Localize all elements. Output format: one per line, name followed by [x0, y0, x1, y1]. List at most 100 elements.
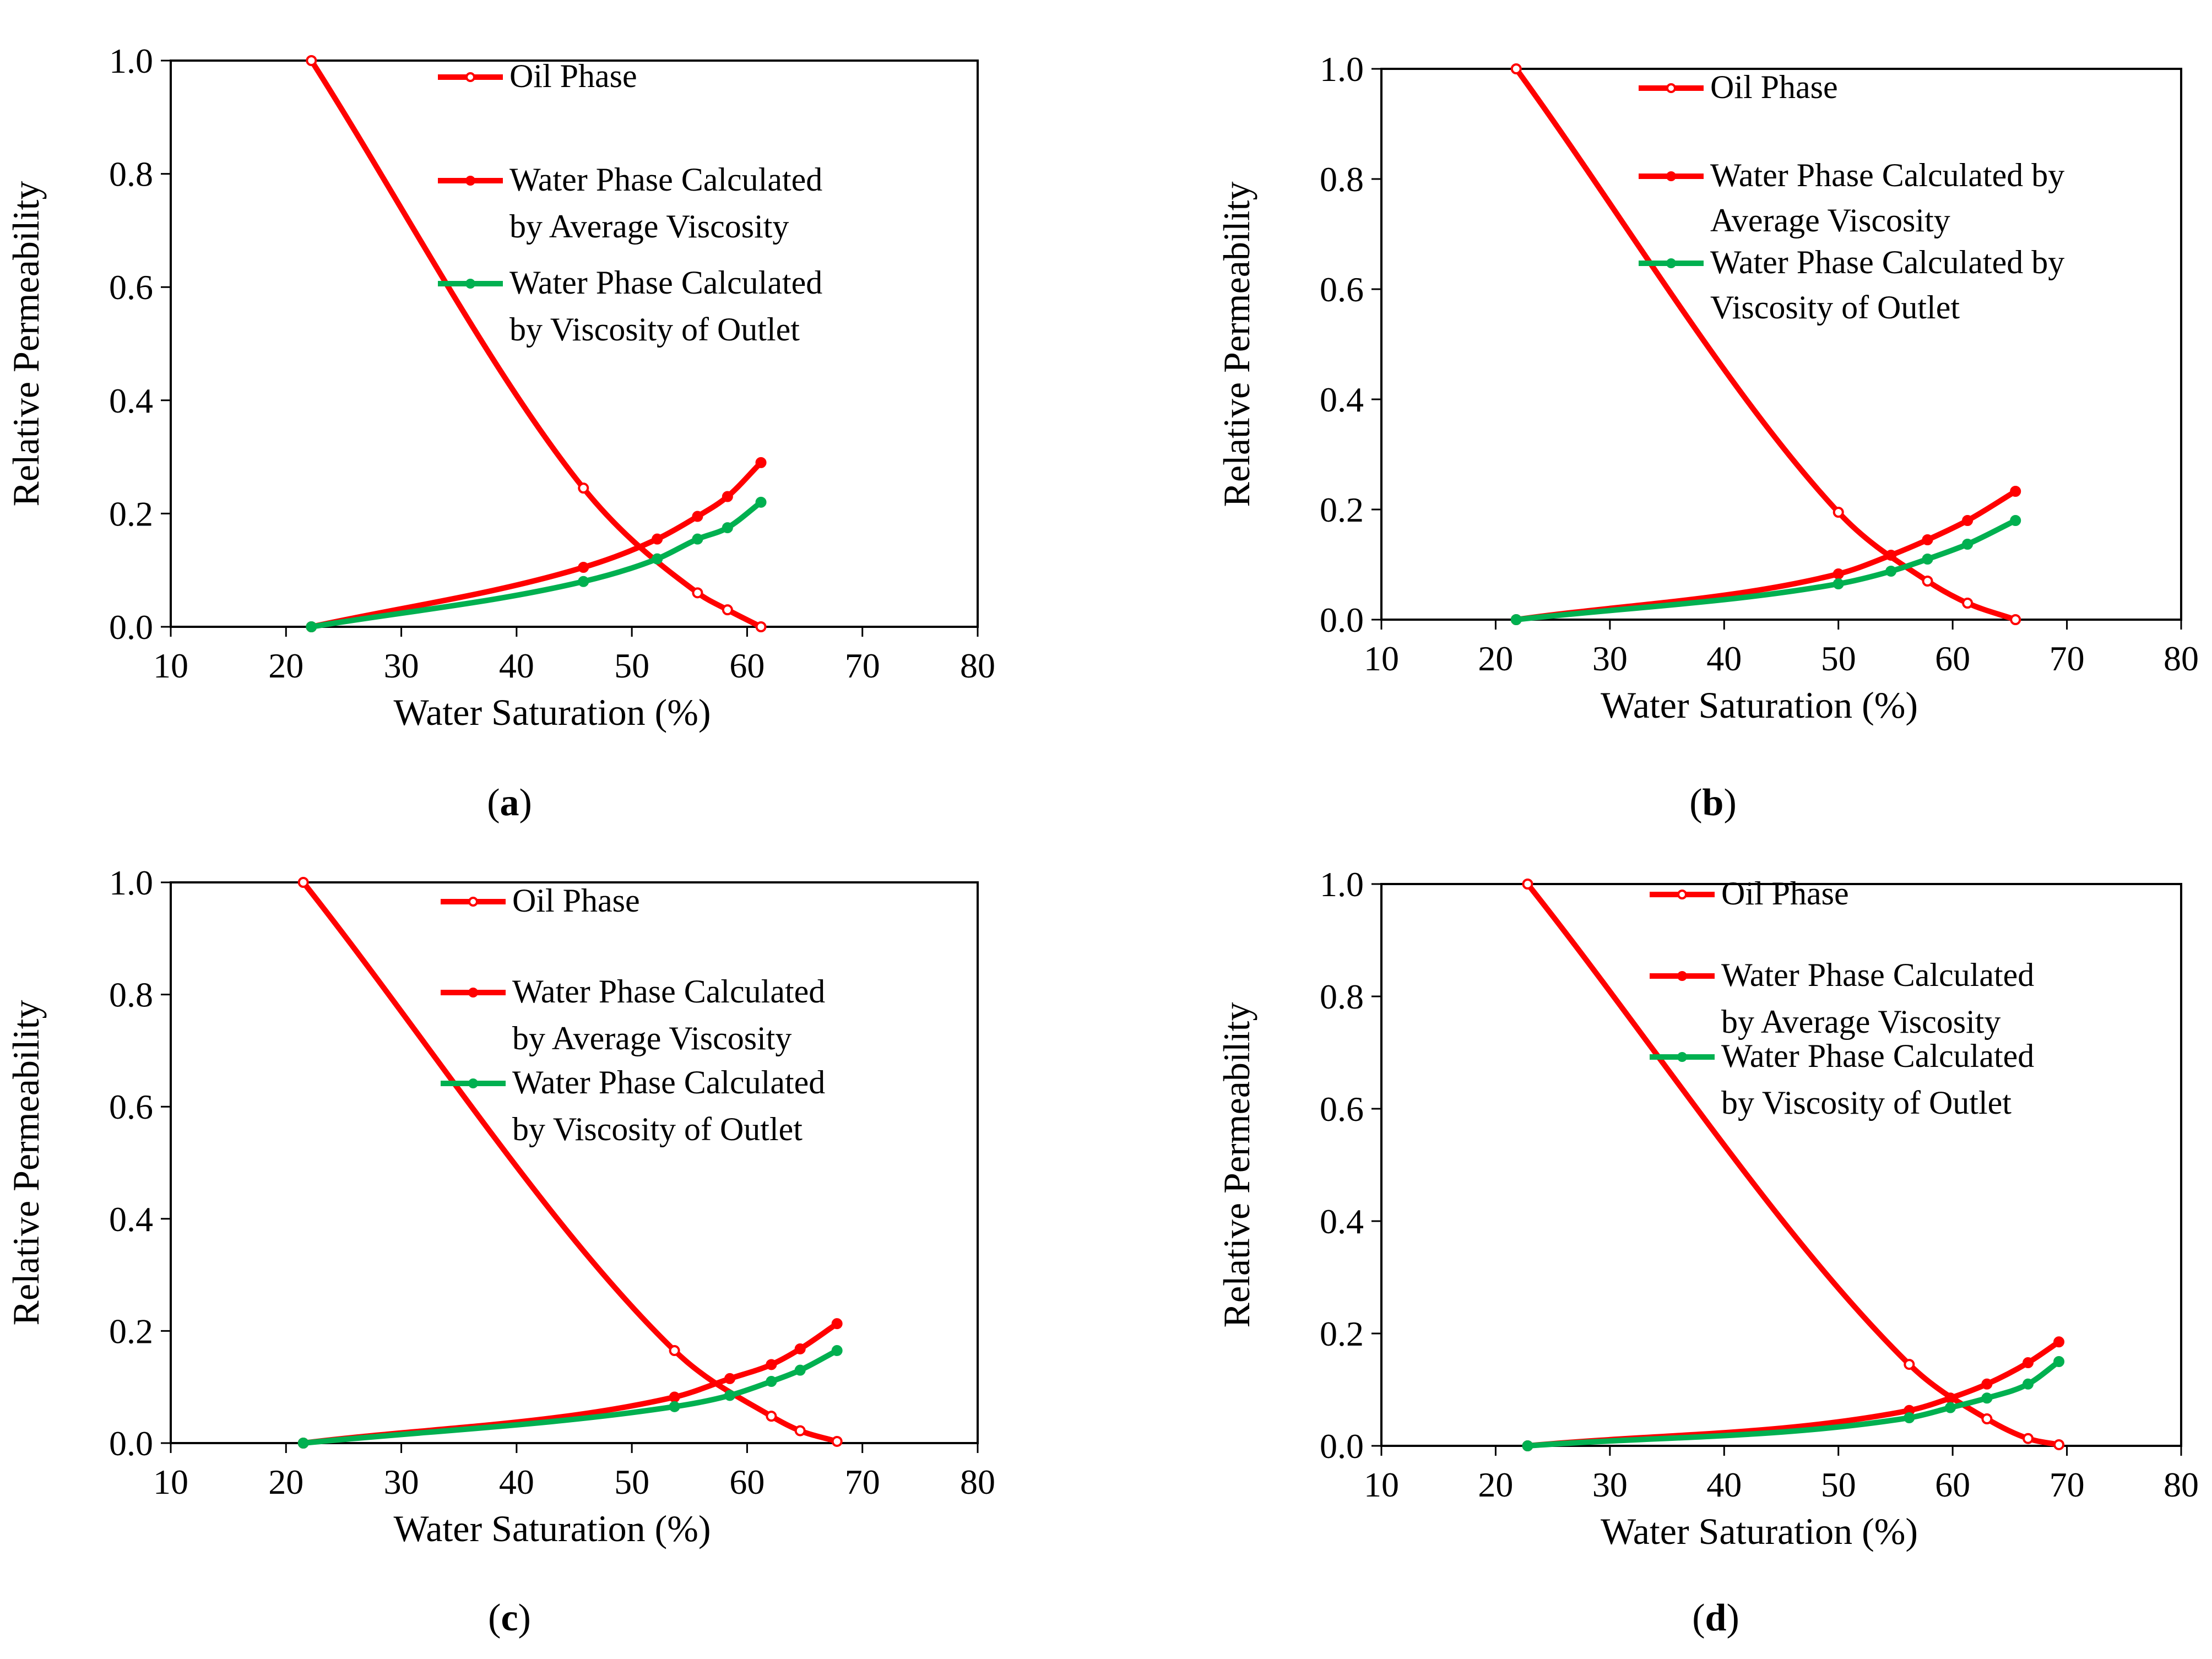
filled-data-point	[1922, 534, 1933, 545]
open-data-point	[2010, 614, 2021, 625]
legend-marker	[468, 988, 478, 997]
x-tick-label: 60	[1935, 639, 1970, 678]
filled-data-point	[722, 491, 733, 502]
legend-label-1: by Average Viscosity	[1721, 1004, 2000, 1040]
filled-data-point	[2010, 515, 2021, 526]
y-tick-label: 0.2	[1320, 1314, 1364, 1353]
series-line-1	[308, 459, 764, 630]
filled-data-point	[1981, 1378, 1993, 1390]
legend-label-0: Oil Phase	[1710, 69, 1838, 105]
x-tick-label: 70	[2050, 639, 2085, 678]
open-data-point	[1522, 879, 1533, 890]
x-axis-title: Water Saturation (%)	[1601, 1510, 1918, 1552]
y-tick-label: 1.0	[109, 863, 153, 902]
open-data-point	[794, 1425, 806, 1436]
x-tick-label: 20	[1478, 639, 1513, 678]
chart-panel-d: 10 20 30 40 50 60 70 80 0.0 0.2 0.4 0.6 0.8 1.0 Water …	[1216, 865, 2199, 1639]
y-tick-label: 1.0	[1320, 50, 1364, 89]
y-tick-label: 0.8	[109, 155, 153, 194]
y-tick-label: 0.8	[1320, 977, 1364, 1016]
y-tick-label: 0.6	[1320, 270, 1364, 309]
filled-data-point	[1904, 1412, 1915, 1423]
filled-data-point	[652, 553, 663, 565]
y-tick-label: 0.6	[109, 268, 153, 307]
filled-data-point	[1833, 578, 1844, 589]
legend-label-0: Oil Phase	[1721, 875, 1849, 912]
filled-data-point	[652, 533, 663, 545]
open-data-point	[1962, 598, 1974, 609]
x-tick-label: 60	[1935, 1465, 1970, 1504]
x-tick-label: 70	[845, 1462, 880, 1501]
legend-marker	[1666, 83, 1676, 93]
filled-data-point	[1522, 1440, 1533, 1451]
y-tick-label: 0.8	[109, 975, 153, 1015]
filled-data-point	[1885, 550, 1897, 561]
legend-marker	[465, 176, 475, 186]
open-data-point	[766, 1411, 777, 1422]
open-data-point	[2053, 1439, 2065, 1450]
legend-marker	[1677, 1052, 1687, 1062]
legend-marker	[1666, 258, 1676, 268]
y-tick-label: 0.0	[109, 1424, 153, 1463]
series-line-1	[300, 1321, 840, 1446]
x-tick-label: 20	[268, 1462, 303, 1501]
filled-data-point	[2023, 1357, 2034, 1369]
legend-label-0: Oil Phase	[512, 882, 640, 919]
y-tick-label: 0.6	[1320, 1089, 1364, 1129]
open-data-point	[692, 587, 703, 599]
x-tick-label: 30	[384, 646, 419, 685]
legend-marker	[465, 279, 475, 289]
filled-data-point	[2010, 486, 2021, 497]
x-tick-label: 30	[1592, 639, 1628, 678]
legend-marker	[468, 1078, 478, 1088]
y-tick-label: 0.6	[109, 1087, 153, 1126]
filled-data-point	[1885, 566, 1897, 577]
legend-label-1: Water Phase Calculated	[512, 973, 825, 1010]
x-axis-title: Water Saturation (%)	[1601, 684, 1918, 726]
legend-label-2: by Viscosity of Outlet	[512, 1111, 803, 1147]
filled-data-point	[669, 1401, 680, 1412]
x-tick-label: 10	[153, 646, 188, 685]
x-tick-label: 80	[2164, 639, 2199, 678]
filled-data-point	[724, 1390, 736, 1401]
open-data-point	[722, 604, 733, 616]
x-tick-label: 50	[614, 646, 649, 685]
x-tick-label: 20	[1478, 1465, 1513, 1504]
filled-data-point	[755, 496, 767, 508]
filled-data-point	[831, 1345, 843, 1357]
legend-label-2: Water Phase Calculated by	[1710, 244, 2064, 280]
y-tick-label: 0.4	[109, 381, 153, 420]
panel-caption-d: (d)	[1692, 1597, 1739, 1639]
panel-caption-c: (c)	[488, 1597, 531, 1639]
filled-data-point	[2053, 1356, 2065, 1367]
y-tick-label: 0.2	[109, 494, 153, 533]
y-axis-title: Relative Permeability	[1216, 1002, 1257, 1327]
series-line-2	[1525, 1359, 2062, 1449]
series-line-2	[300, 1348, 840, 1446]
y-tick-label: 0.2	[1320, 490, 1364, 529]
x-axis-title: Water Saturation (%)	[393, 1508, 711, 1549]
open-data-point	[2023, 1433, 2034, 1444]
x-axis-title: Water Saturation (%)	[393, 691, 711, 733]
filled-data-point	[1833, 568, 1844, 579]
x-tick-label: 40	[1706, 639, 1742, 678]
filled-data-point	[692, 511, 703, 522]
x-tick-label: 10	[153, 1462, 188, 1501]
y-axis-title: Relative Permeability	[5, 1000, 47, 1325]
legend-label-1: by Average Viscosity	[512, 1020, 791, 1056]
filled-data-point	[755, 457, 767, 468]
open-data-point	[755, 621, 767, 632]
legend-marker	[465, 72, 475, 82]
y-tick-label: 0.4	[109, 1200, 153, 1239]
series-line-0	[300, 880, 840, 1444]
plot-frame	[1380, 68, 2182, 621]
x-tick-label: 40	[499, 646, 534, 685]
open-data-point	[1904, 1359, 1915, 1370]
legend-label-2: Viscosity of Outlet	[1710, 289, 1960, 326]
x-tick-label: 80	[960, 646, 995, 685]
x-tick-label: 50	[614, 1462, 649, 1501]
y-tick-label: 0.4	[1320, 1202, 1364, 1241]
y-tick-label: 0.2	[109, 1311, 153, 1351]
filled-data-point	[578, 576, 589, 587]
open-data-point	[831, 1435, 843, 1447]
